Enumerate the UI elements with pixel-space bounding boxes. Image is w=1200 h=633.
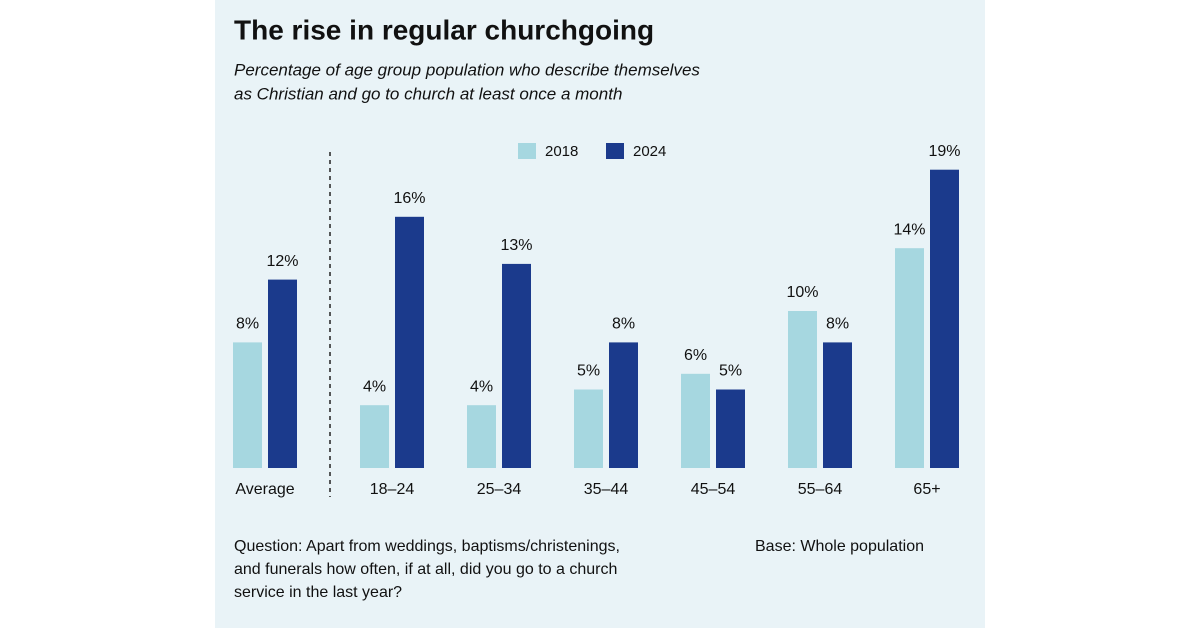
bar — [467, 405, 496, 468]
chart-title: The rise in regular churchgoing — [234, 14, 654, 45]
value-label: 6% — [684, 347, 707, 364]
chart-subtitle: as Christian and go to church at least o… — [234, 84, 622, 103]
bar — [716, 389, 745, 468]
bar — [268, 279, 297, 468]
x-tick-label: 65+ — [913, 481, 940, 498]
value-label: 8% — [612, 316, 635, 333]
x-tick-label: 35–44 — [584, 481, 629, 498]
bar — [823, 342, 852, 468]
panel-background — [215, 0, 985, 628]
x-tick-label: 18–24 — [370, 481, 415, 498]
bar — [930, 169, 959, 468]
value-label: 13% — [500, 237, 532, 254]
value-label: 8% — [236, 316, 259, 333]
value-label: 14% — [893, 221, 925, 238]
bar — [895, 248, 924, 468]
note: and funerals how often, if at all, did y… — [234, 561, 617, 578]
legend-label: 2024 — [633, 143, 666, 160]
bar — [233, 342, 262, 468]
value-label: 10% — [786, 284, 818, 301]
value-label: 19% — [928, 143, 960, 160]
value-label: 8% — [826, 316, 849, 333]
bar — [574, 389, 603, 468]
value-label: 5% — [577, 363, 600, 380]
value-label: 4% — [363, 378, 386, 395]
legend-swatch — [606, 143, 624, 159]
legend-swatch — [518, 143, 536, 159]
legend-label: 2018 — [545, 143, 578, 160]
bar — [609, 342, 638, 468]
value-label: 16% — [393, 190, 425, 207]
chart-subtitle: Percentage of age group population who d… — [234, 60, 700, 79]
bar — [360, 405, 389, 468]
bar — [681, 373, 710, 468]
x-tick-label: 45–54 — [691, 481, 736, 498]
bar — [502, 263, 531, 468]
base-note: Base: Whole population — [755, 538, 924, 555]
note: Question: Apart from weddings, baptisms/… — [234, 538, 620, 555]
note: service in the last year? — [234, 584, 402, 601]
value-label: 4% — [470, 378, 493, 395]
x-tick-label: 55–64 — [798, 481, 843, 498]
x-tick-label: Average — [235, 481, 294, 498]
x-tick-label: 25–34 — [477, 481, 522, 498]
value-label: 12% — [266, 253, 298, 270]
bar — [395, 216, 424, 468]
bar — [788, 311, 817, 468]
value-label: 5% — [719, 363, 742, 380]
